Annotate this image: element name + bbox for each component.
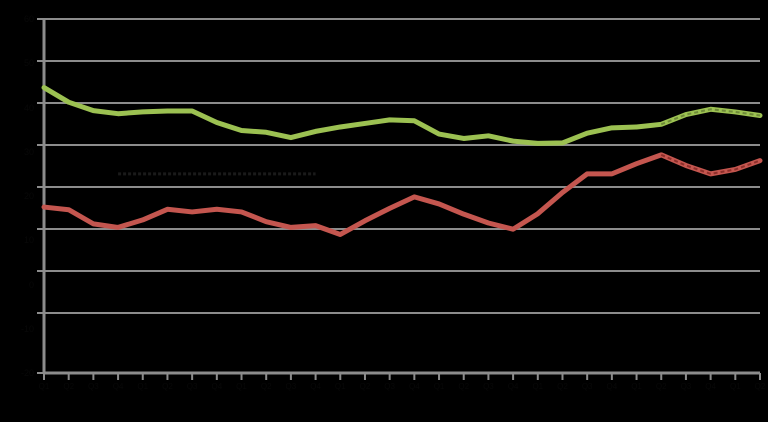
x-tick-label: Q3	[483, 382, 494, 391]
x-tick-label: Q3	[581, 382, 593, 391]
y-tick-label: 40	[23, 102, 34, 113]
y-tick-label: 30	[23, 146, 34, 157]
y-tick-label: -10	[20, 323, 34, 334]
x-tick-label: Q4	[507, 382, 519, 391]
y-tick-label: 10	[23, 235, 34, 246]
x-tick-label: Q2	[557, 382, 568, 391]
x-tick-label: Q4	[211, 382, 223, 391]
x-tick-label: Q1	[236, 382, 247, 391]
x-tick-label: Q2	[63, 382, 75, 391]
y-tick-label: 20	[23, 191, 34, 201]
series-forecast-green	[660, 108, 761, 126]
x-tick-label: Q2	[458, 382, 470, 391]
x-tick-label: Q3	[680, 382, 692, 391]
x-tick-label: Q1	[729, 382, 741, 391]
x-tick-label: Q4	[112, 382, 124, 391]
x-tick-label: Q2	[162, 382, 173, 391]
x-tick-label: Q2	[359, 382, 371, 391]
y-tick-label: 50	[23, 58, 34, 69]
x-tick-label: Q1	[38, 382, 50, 391]
x-tick-label: Q3	[186, 382, 198, 391]
x-tick-label: Q3	[285, 382, 297, 391]
x-axis	[43, 371, 761, 380]
series-line-red	[41, 152, 763, 237]
y-tick-label: 0	[28, 279, 34, 290]
x-tick-label: Q1	[532, 382, 544, 391]
x-tick-label: Q1	[334, 382, 346, 391]
gridlines	[44, 18, 760, 314]
x-tick-label: Q3	[88, 382, 99, 391]
x-tick-label: Q4	[310, 382, 321, 391]
x-tick-label: Q1	[631, 382, 642, 391]
x-tick-label: Q1	[137, 382, 149, 391]
y-axis	[37, 18, 46, 374]
series-line-green	[41, 85, 763, 146]
x-tick-label: Q3	[384, 382, 395, 391]
x-tick-label: Q1	[433, 382, 445, 391]
series-forecast-red	[660, 153, 761, 175]
x-tick-label: Q4	[705, 382, 716, 391]
x-tick-label: Q2	[260, 382, 272, 391]
x-tick-label: Q4	[409, 382, 420, 391]
x-axis-tick-labels: Q1 Q2 Q3 Q4 Q1 Q2 Q3 Q4 Q1 Q2 Q3 Q4 Q1 Q2 Q3 Q4 Q1 Q2 Q3 Q4…	[0, 382, 768, 412]
y-axis-tick-labels: 60 50 40 30 20 10 0 -10 -20	[0, 0, 36, 422]
y-tick-label: 60	[23, 14, 34, 24]
x-tick-label: Q2	[655, 382, 667, 391]
x-tick-label: Q4	[606, 382, 618, 391]
x-tick-label: Q2	[754, 382, 766, 391]
y-tick-label: -20	[20, 368, 34, 378]
